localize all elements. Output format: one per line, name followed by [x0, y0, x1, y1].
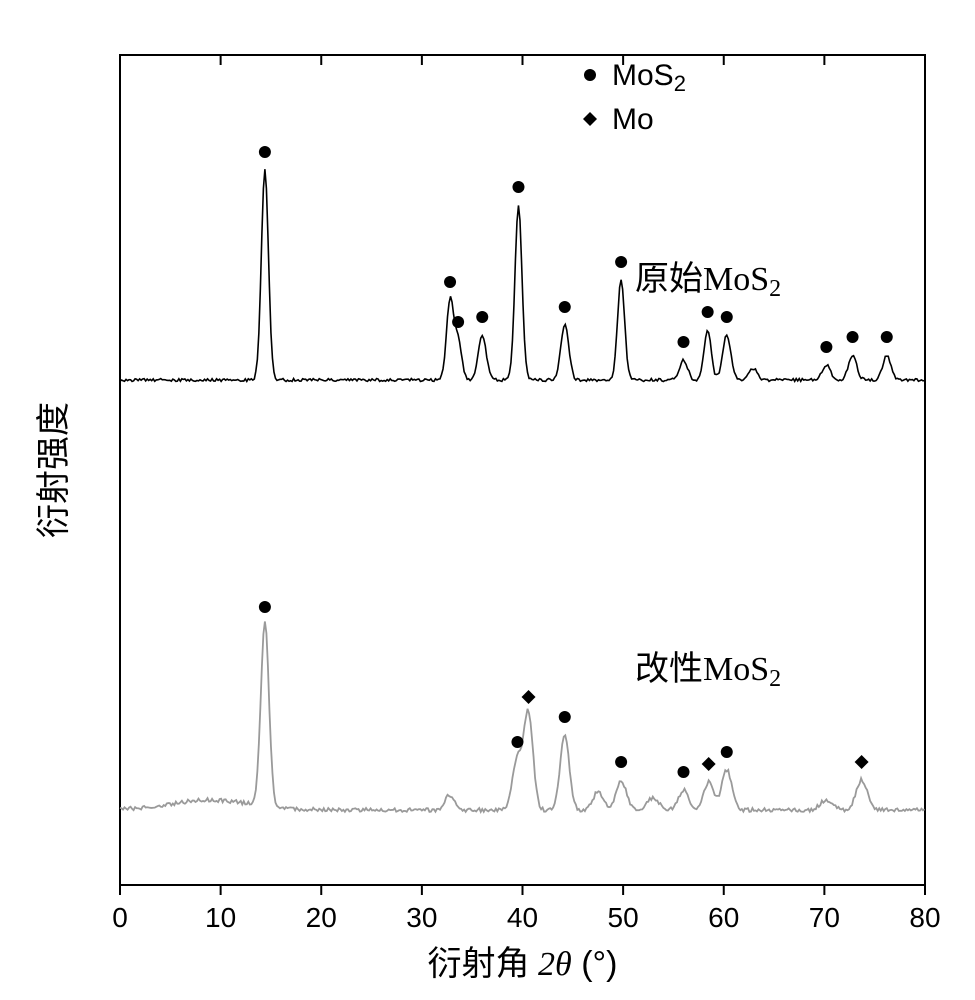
x-tick-label: 40 [507, 902, 538, 933]
x-tick-label: 80 [909, 902, 940, 933]
mo-marker-icon [702, 757, 716, 771]
x-tick-label: 60 [708, 902, 739, 933]
x-tick-label: 20 [306, 902, 337, 933]
mos2-marker-icon [721, 311, 733, 323]
x-tick-label: 0 [112, 902, 128, 933]
x-tick-label: 50 [608, 902, 639, 933]
mos2-marker-icon [678, 336, 690, 348]
mos2-marker-icon [444, 276, 456, 288]
mos2-marker-icon [615, 756, 627, 768]
mos2-marker-icon [615, 256, 627, 268]
mos2-marker-icon [559, 301, 571, 313]
mo-marker-icon [855, 755, 869, 769]
mos2-marker-icon [259, 601, 271, 613]
mos2-marker-icon [678, 766, 690, 778]
mos2-marker-icon [511, 736, 523, 748]
xrd-chart: 0 10 20 30 40 50 60 70 80 衍射角 2θ (°) 衍射强度 原始MoS2 改性M… [0, 0, 975, 1000]
mos2-marker-icon [559, 711, 571, 723]
mos2-marker-icon [584, 69, 596, 81]
mos2-marker-icon [259, 146, 271, 158]
mos2-marker-icon [476, 311, 488, 323]
mos2-marker-icon [512, 181, 524, 193]
mos2-marker-icon [721, 746, 733, 758]
mos2-marker-icon [702, 306, 714, 318]
mo-marker-icon [522, 690, 536, 704]
xrd-trace [120, 622, 925, 812]
series-label: 改性MoS2 [635, 650, 781, 692]
mos2-marker-icon [881, 331, 893, 343]
chart-svg: 0 10 20 30 40 50 60 70 80 衍射角 2θ (°) 衍射强度 原始MoS2 改性M… [0, 0, 975, 1000]
x-tick-label: 30 [406, 902, 437, 933]
legend-label: MoS2 [612, 59, 686, 96]
mos2-marker-icon [847, 331, 859, 343]
mos2-marker-icon [820, 341, 832, 353]
xrd-trace [120, 169, 925, 381]
series-label: 原始MoS2 [635, 260, 781, 302]
plot-frame [120, 55, 925, 885]
legend-label: Mo [612, 103, 654, 136]
mo-marker-icon [583, 112, 597, 126]
x-tick-label: 10 [205, 902, 236, 933]
y-axis-title: 衍射强度 [35, 402, 73, 538]
mos2-marker-icon [452, 316, 464, 328]
x-tick-label: 70 [809, 902, 840, 933]
x-axis-title: 衍射角 2θ (°) [428, 945, 618, 983]
